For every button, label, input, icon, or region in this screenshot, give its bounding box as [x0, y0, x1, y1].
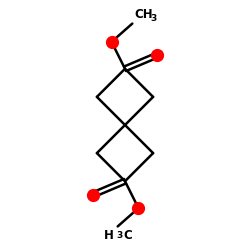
Text: 3: 3 [116, 230, 123, 239]
Text: H: H [104, 229, 114, 242]
Text: C: C [123, 229, 132, 242]
Text: 3: 3 [150, 14, 156, 22]
Text: CH: CH [135, 8, 154, 21]
